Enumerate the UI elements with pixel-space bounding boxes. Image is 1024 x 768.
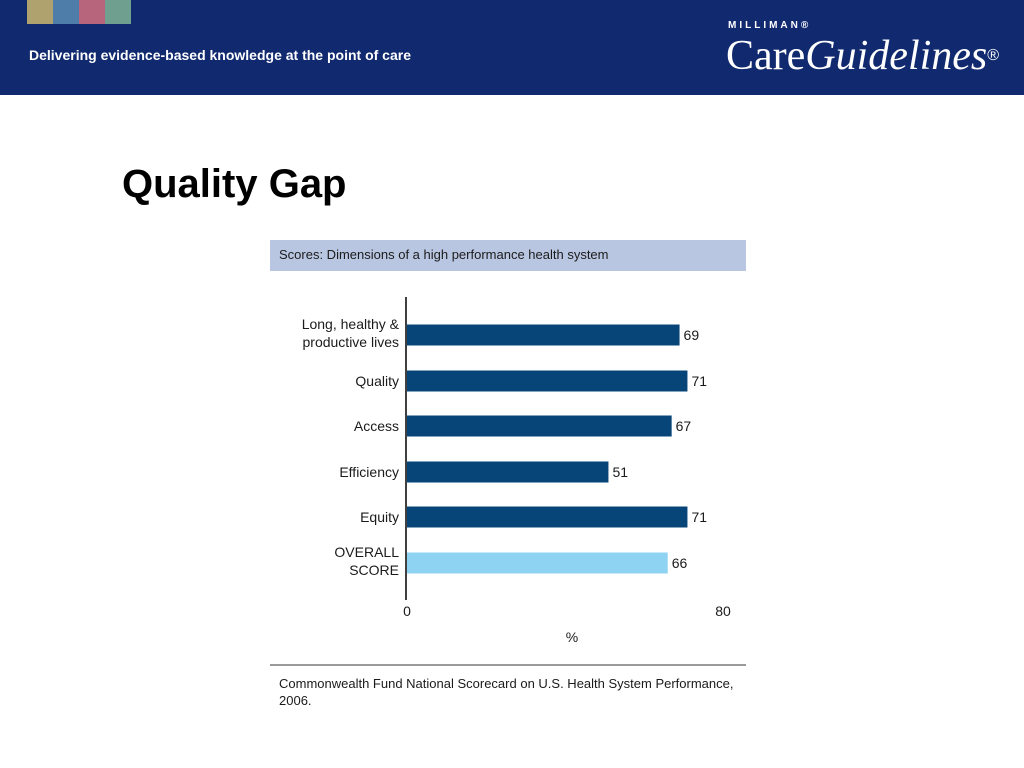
logo-registered: ® xyxy=(987,47,1000,64)
category-label-line: Efficiency xyxy=(339,464,399,480)
data-label-4: 71 xyxy=(691,509,707,525)
x-axis-label: % xyxy=(566,629,578,645)
bar-1 xyxy=(407,370,688,392)
swatch-rose xyxy=(79,0,105,24)
data-label-1: 71 xyxy=(691,373,707,389)
source-note: Commonwealth Fund National Scorecard on … xyxy=(279,676,734,708)
data-label-0: 69 xyxy=(684,327,700,343)
source-divider xyxy=(270,664,746,666)
swatch-green xyxy=(105,0,131,24)
bar-2 xyxy=(407,415,672,437)
category-label-line: SCORE xyxy=(349,562,399,578)
category-label-line: productive lives xyxy=(303,334,400,350)
chart-title: Scores: Dimensions of a high performance… xyxy=(279,247,609,262)
chart-title-bar: Scores: Dimensions of a high performance… xyxy=(270,240,746,271)
bar-3 xyxy=(407,461,609,483)
category-label-line: Quality xyxy=(355,373,399,389)
category-label-3: Efficiency xyxy=(339,464,399,480)
color-swatches xyxy=(27,0,131,24)
logo-care: Care xyxy=(726,33,806,79)
category-label-5: OVERALL SCORE xyxy=(334,544,399,578)
category-label-line: OVERALL xyxy=(334,544,399,560)
swatch-gold xyxy=(27,0,53,24)
data-label-2: 67 xyxy=(676,418,692,434)
category-label-line: Access xyxy=(354,418,399,434)
bar-4 xyxy=(407,506,688,528)
bar-5 xyxy=(407,552,668,574)
data-label-3: 51 xyxy=(612,464,628,480)
category-label-4: Equity xyxy=(360,509,399,525)
tagline: Delivering evidence-based knowledge at t… xyxy=(29,47,411,63)
logo-milliman: MILLIMAN® xyxy=(728,20,812,31)
category-label-2: Access xyxy=(354,418,399,434)
swatch-blue xyxy=(53,0,79,24)
category-label-line: Long, healthy & xyxy=(302,316,400,332)
logo-guidelines: Guidelines xyxy=(805,33,988,79)
x-tick-label-1: 80 xyxy=(715,603,731,619)
page-title: Quality Gap xyxy=(122,162,347,206)
category-label-0: Long, healthy & productive lives xyxy=(302,316,400,350)
x-tick-label-0: 0 xyxy=(403,603,411,619)
data-label-5: 66 xyxy=(672,555,688,571)
category-label-1: Quality xyxy=(355,373,399,389)
bar-0 xyxy=(407,324,680,346)
logo-care-guidelines: CareGuidelines® xyxy=(726,33,999,79)
header-banner: Delivering evidence-based knowledge at t… xyxy=(0,0,1024,95)
category-label-line: Equity xyxy=(360,509,399,525)
